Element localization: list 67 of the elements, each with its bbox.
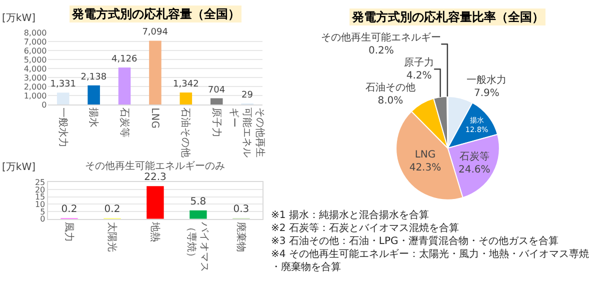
x-tick-label: 一般水力: [56, 108, 69, 148]
x-tick-label: 風力: [63, 222, 75, 242]
chart-title: 発電方式別の応札容量比率（全国）: [351, 10, 544, 24]
text: ※1 揚水：純揚水と混合揚水を合算: [271, 209, 429, 221]
bar: [56, 92, 70, 105]
x-tick-label: LNG: [148, 108, 160, 128]
y-tick-label: 8,000: [24, 28, 47, 38]
data-label: 24.6%: [458, 164, 490, 176]
x-tick-label: 地熱: [148, 220, 161, 242]
data-label: 0.2%: [368, 46, 394, 57]
y-tick-label: 5,000: [24, 55, 47, 64]
chart-title: 発電方式別の応札容量（全国）: [71, 7, 240, 21]
text: ※4 その他再生可能エネルギー：太陽光・風力・地熱・バイオマス専焼・廃棄物を合算: [271, 248, 589, 273]
x-tick-label: 石油その他: [180, 108, 192, 158]
y-tick-label: 20: [34, 185, 46, 194]
data-label: 29: [241, 90, 254, 101]
data-label: 4,126: [112, 54, 138, 64]
y-tick-label: 7,000: [24, 37, 47, 46]
data-label: 8.0%: [378, 96, 404, 107]
data-label: 42.3%: [409, 162, 442, 174]
x-tick-label: バイオマス（専焼）: [185, 220, 210, 272]
data-label: 1,342: [173, 80, 199, 90]
y-tick-label: 25: [34, 178, 46, 187]
x-tick-label: 太陽光: [106, 222, 118, 252]
slice-label: 石油その他: [365, 82, 416, 94]
y-tick-label: 2,000: [24, 82, 47, 92]
x-tick-label: 揚水: [88, 108, 100, 128]
y-tick-label: 0: [42, 100, 47, 110]
slice-label: その他再生可能エネルギー: [321, 32, 442, 44]
data-label: 2,138: [80, 72, 107, 82]
chart-title: その他再生可能エネルギーのみ: [85, 160, 225, 172]
y-tick-label: 10: [34, 200, 46, 209]
text: ※2 石炭等：石炭とバイオマス混焼を合算: [271, 222, 459, 234]
bar: [146, 186, 164, 219]
x-tick-label: 廃棄物: [234, 222, 247, 252]
y-tick-label: 5: [40, 207, 46, 216]
y-axis-title: [万kW]: [2, 13, 36, 24]
bar: [190, 210, 207, 219]
x-tick-label: その他再生可能エネルギー: [228, 108, 266, 158]
data-label: 0.3: [233, 204, 250, 216]
data-label: 7.9%: [474, 88, 500, 99]
data-label: 22.3: [144, 172, 166, 184]
bar: [210, 98, 223, 105]
x-tick-label: 原子力: [210, 108, 222, 138]
data-label: 5.8: [190, 196, 206, 208]
data-label: 1,331: [50, 80, 76, 90]
y-tick-label: 15: [34, 192, 46, 202]
x-tick-label: 石炭等: [118, 108, 130, 138]
text: ※3 石油その他：石油・LPG・瀝青質混合物・その他ガスを合算: [271, 235, 558, 247]
data-label: 4.2%: [406, 70, 432, 82]
y-tick-label: 6,000: [24, 46, 47, 56]
slice-label: 一般水力: [466, 74, 507, 86]
y-tick-label: 4,000: [24, 64, 47, 74]
y-tick-label: 0: [40, 214, 46, 224]
bar: [88, 85, 100, 105]
y-axis-title: [万kW]: [2, 162, 36, 173]
data-label: 0.2: [104, 204, 120, 216]
data-label: 12.8%: [465, 124, 488, 134]
slice-label: 原子力: [404, 56, 434, 69]
data-label: 7,094: [142, 28, 168, 38]
bar: [118, 67, 131, 105]
bar: [149, 40, 162, 105]
y-tick-label: 1,000: [24, 91, 47, 100]
data-label: 0.2: [61, 204, 78, 216]
y-tick-label: 3,000: [24, 73, 47, 82]
data-label: 704: [208, 85, 226, 96]
bar: [180, 92, 192, 105]
